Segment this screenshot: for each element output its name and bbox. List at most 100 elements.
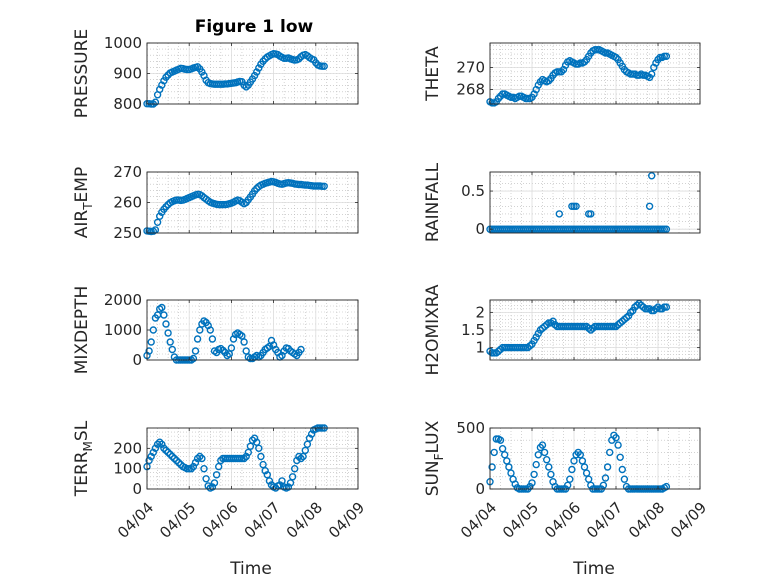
data-point xyxy=(301,446,309,455)
data-point xyxy=(212,471,221,479)
data-point xyxy=(616,453,624,461)
data-point xyxy=(295,452,303,461)
data-point xyxy=(189,462,198,471)
data-point xyxy=(160,77,168,85)
data-point xyxy=(149,326,158,334)
data-point xyxy=(612,434,620,442)
data-point xyxy=(490,448,498,457)
x-axis-label-right: Time xyxy=(572,559,615,579)
data-point xyxy=(543,456,551,464)
minor-grid xyxy=(490,172,700,233)
axes-mixdepth: 0 1000 2000 MIXDEPTH xyxy=(72,286,359,374)
data-point xyxy=(299,452,307,461)
data-point xyxy=(532,333,540,341)
data-point xyxy=(587,210,595,218)
data-point xyxy=(303,440,312,448)
data-point xyxy=(648,70,656,78)
data-point xyxy=(259,460,267,469)
data-point xyxy=(614,441,622,449)
data-point xyxy=(501,451,509,459)
data-point xyxy=(291,465,299,473)
data-points xyxy=(143,50,328,108)
y-tick-label: 260 xyxy=(113,194,142,212)
data-point xyxy=(580,463,589,471)
x-tick-label: 04/09 xyxy=(325,499,368,542)
data-point xyxy=(572,202,580,211)
data-point xyxy=(166,450,174,459)
data-point xyxy=(648,172,656,180)
data-point xyxy=(250,434,259,442)
x-tick-label: 04/05 xyxy=(499,499,542,542)
data-point xyxy=(191,347,200,355)
data-point xyxy=(255,64,263,72)
data-point xyxy=(170,454,179,463)
y-tick-label: 268 xyxy=(456,81,485,99)
y-axis-label: AIRTEMP xyxy=(72,167,95,238)
data-point xyxy=(578,457,587,465)
data-point xyxy=(261,467,269,475)
data-point xyxy=(530,470,538,479)
data-point xyxy=(198,68,206,76)
data-point xyxy=(257,452,265,461)
data-point xyxy=(162,320,170,328)
data-point xyxy=(246,442,255,450)
data-point xyxy=(248,436,257,444)
data-point xyxy=(208,483,217,491)
data-point xyxy=(538,441,547,449)
data-point xyxy=(278,477,286,485)
axes-box xyxy=(146,427,359,490)
figure-title: Figure 1 low xyxy=(195,17,314,37)
data-point xyxy=(284,483,293,491)
data-point xyxy=(158,303,166,312)
y-axis-label: THETA xyxy=(423,46,443,102)
axes-box xyxy=(489,171,701,234)
data-point xyxy=(166,338,174,346)
data-point xyxy=(253,438,261,446)
data-point xyxy=(286,479,295,487)
data-point xyxy=(585,475,593,483)
tick-marks xyxy=(146,171,359,234)
data-point xyxy=(191,458,200,467)
x-tick-label: 04/07 xyxy=(583,499,626,542)
data-points xyxy=(143,177,328,236)
y-tick-label: 1000 xyxy=(104,34,142,52)
y-tick-label: 1000 xyxy=(104,321,142,339)
data-point xyxy=(297,345,305,354)
data-point xyxy=(534,451,542,459)
y-axis-label-part: AIR xyxy=(72,210,92,239)
data-point xyxy=(582,469,591,477)
y-tick-label: 0 xyxy=(132,480,142,498)
y-axis-label: PRESSURE xyxy=(72,29,92,118)
data-point xyxy=(155,438,164,446)
data-point xyxy=(488,463,496,471)
data-point xyxy=(618,465,626,474)
data-point xyxy=(603,463,612,471)
data-point xyxy=(606,448,614,457)
data-point xyxy=(145,456,153,465)
data-point xyxy=(547,470,555,479)
y-tick-label: 250 xyxy=(113,224,142,242)
axes-h2omixra: 11.52 H2OMIXRA xyxy=(423,284,701,376)
tick-marks xyxy=(489,427,701,490)
data-point xyxy=(511,480,519,488)
axes-rainfall: 0 0.5 RAINFALL xyxy=(423,162,701,242)
y-axis-label: SUNFLUX xyxy=(423,420,446,496)
data-point xyxy=(320,62,328,70)
data-point xyxy=(662,52,671,60)
data-point xyxy=(174,458,183,467)
y-tick-label: 1.5 xyxy=(461,321,485,339)
data-point xyxy=(240,338,248,346)
y-tick-label: 800 xyxy=(113,95,142,113)
data-point xyxy=(599,481,608,489)
y-tick-label: 0 xyxy=(132,351,142,369)
data-point xyxy=(297,454,305,463)
x-tick-label: 04/06 xyxy=(541,499,584,542)
y-tick-label: 200 xyxy=(113,439,142,457)
data-point xyxy=(545,463,553,471)
data-point xyxy=(620,475,629,483)
data-points xyxy=(486,46,671,107)
tick-marks xyxy=(489,172,701,233)
data-point xyxy=(288,473,297,481)
